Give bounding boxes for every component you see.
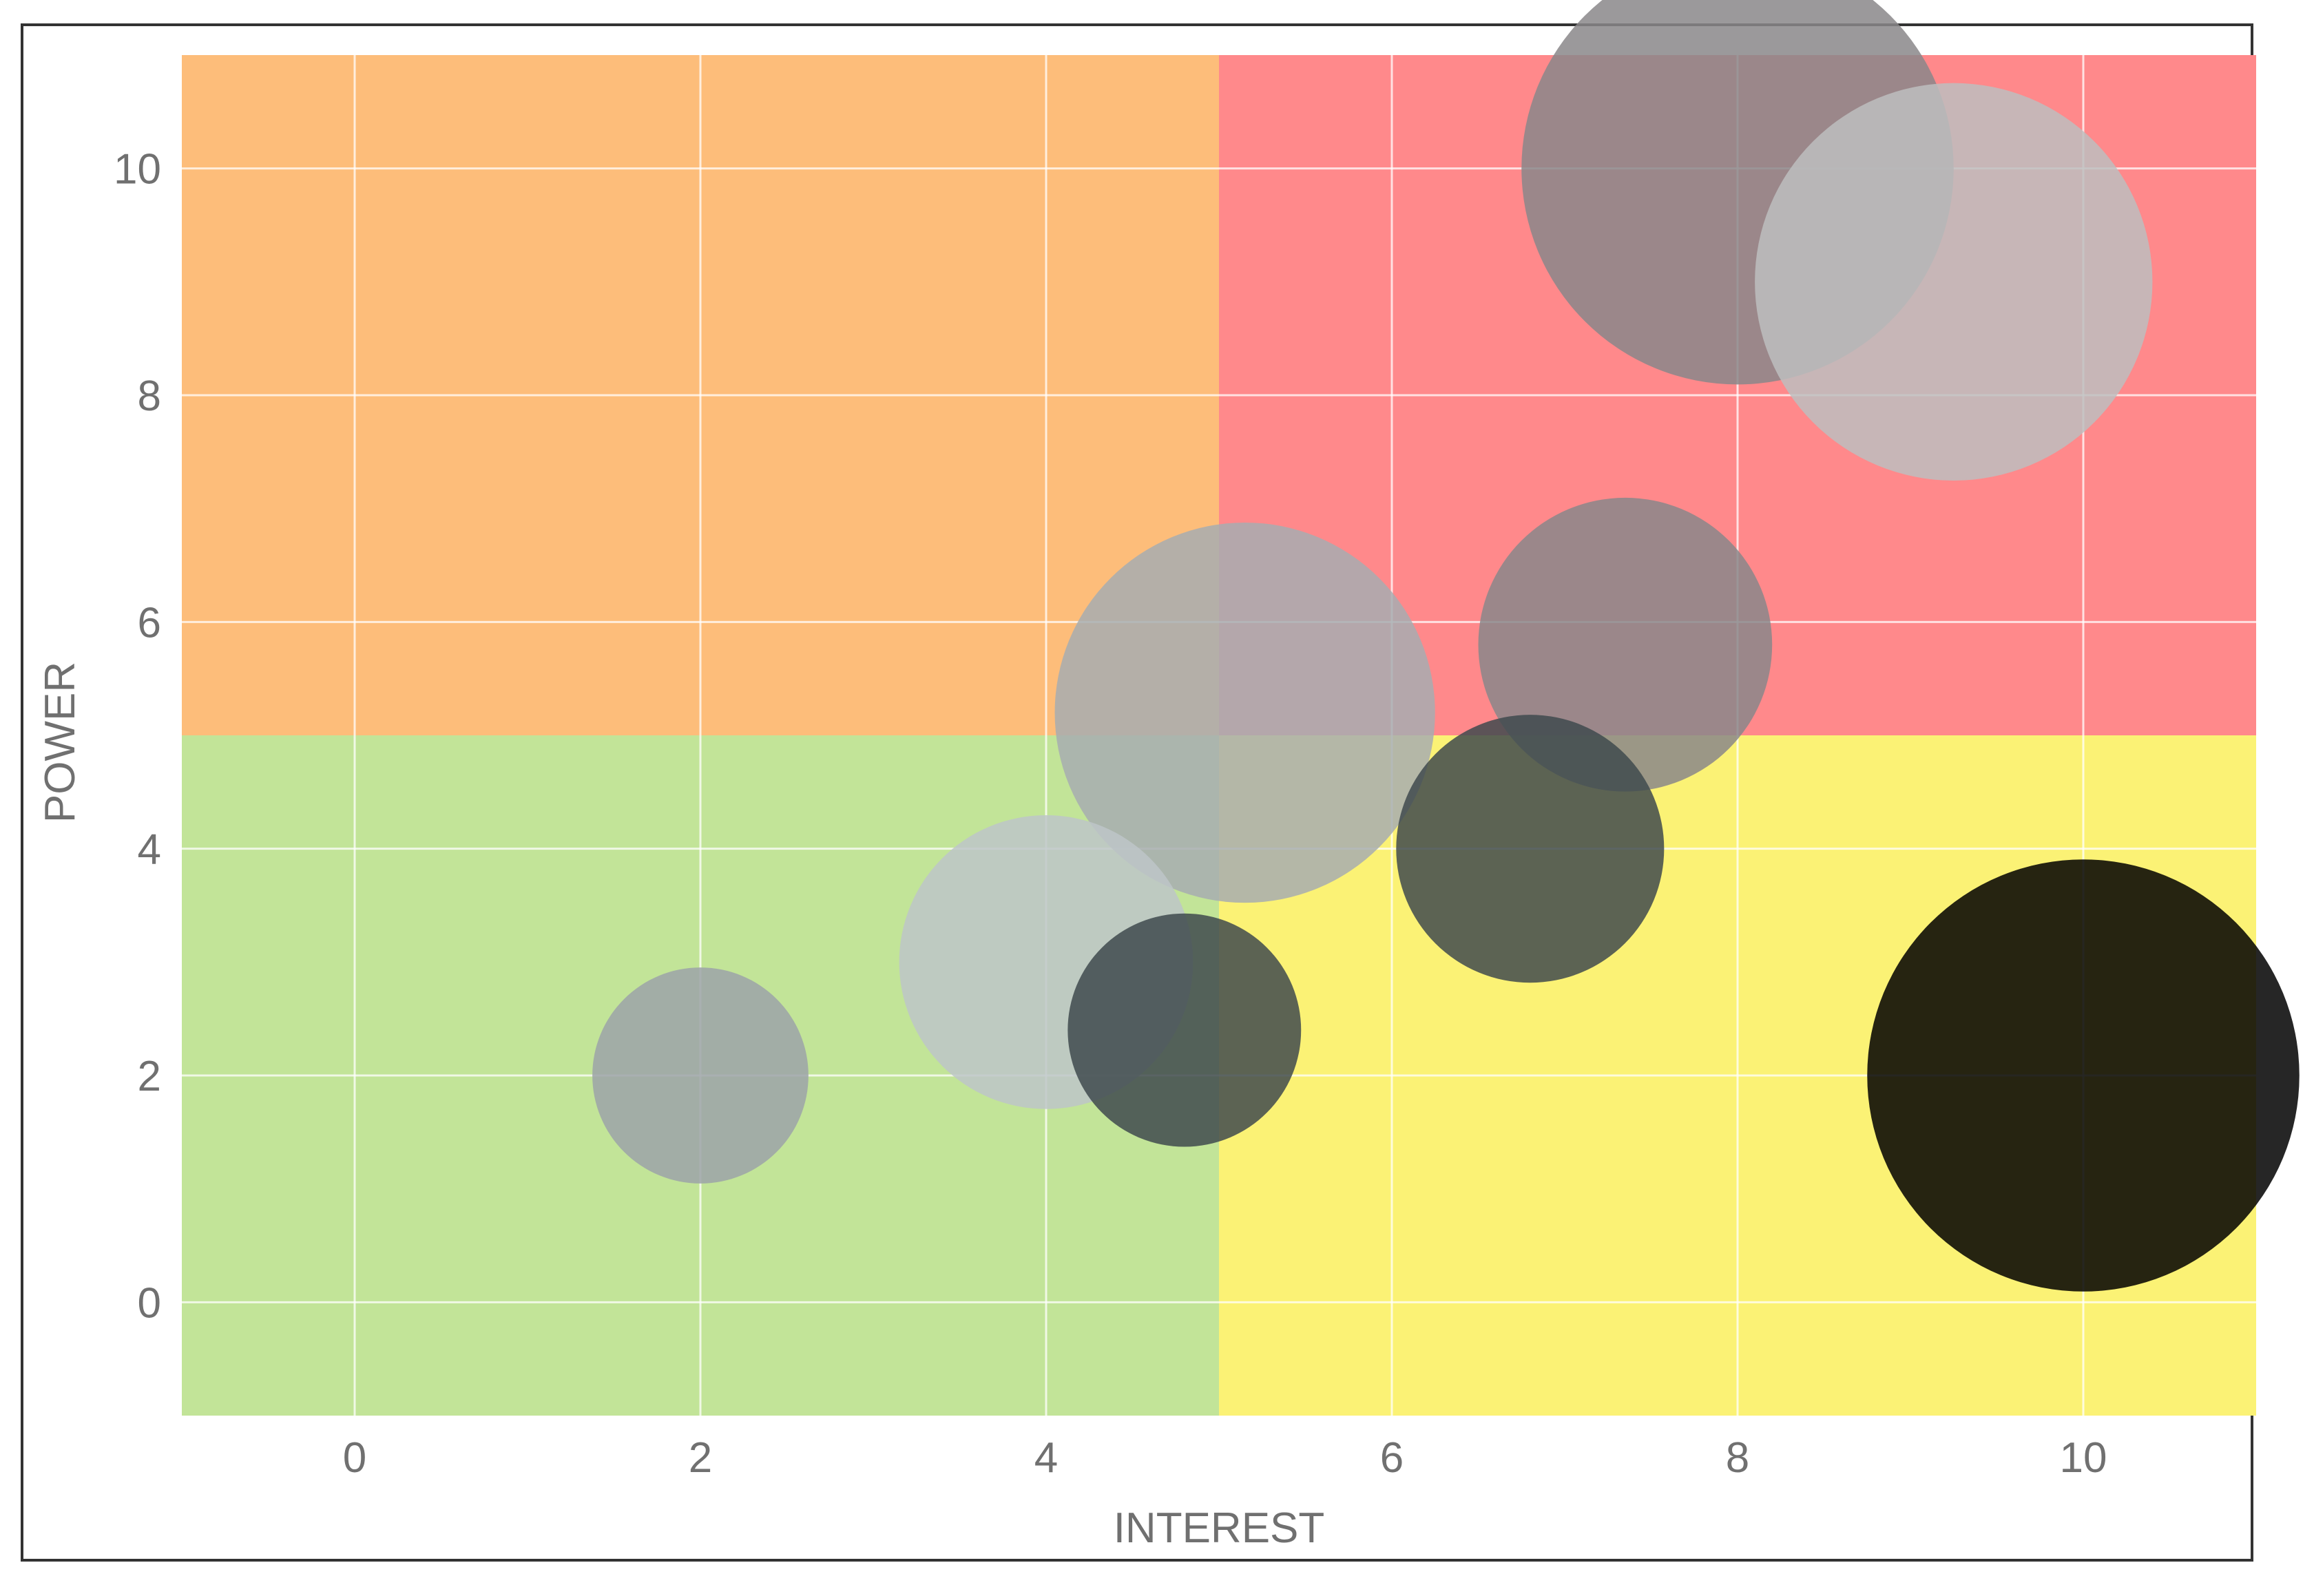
y-axis-ticks: 0 2 4 6 8 10 xyxy=(114,146,161,1327)
bubble xyxy=(592,967,809,1184)
bubble xyxy=(1396,715,1665,983)
x-axis-title: INTEREST xyxy=(1114,1504,1325,1552)
bubble xyxy=(1067,913,1302,1147)
y-tick-label: 0 xyxy=(138,1279,161,1327)
x-tick-label: 0 xyxy=(343,1434,366,1482)
x-tick-label: 2 xyxy=(689,1434,712,1482)
x-tick-label: 6 xyxy=(1380,1434,1404,1482)
x-tick-label: 4 xyxy=(1034,1434,1058,1482)
y-tick-label: 4 xyxy=(138,826,161,874)
y-tick-label: 8 xyxy=(138,372,161,420)
bubble xyxy=(1054,522,1435,903)
x-tick-label: 8 xyxy=(1726,1434,1749,1482)
y-axis-title: POWER xyxy=(37,662,84,823)
bubbles xyxy=(592,0,2300,1292)
x-axis-ticks: 0 2 4 6 8 10 xyxy=(343,1434,2107,1482)
y-tick-label: 6 xyxy=(138,599,161,647)
y-tick-label: 2 xyxy=(138,1053,161,1100)
bubble xyxy=(1867,859,2300,1292)
bubble xyxy=(1755,83,2153,481)
x-tick-label: 10 xyxy=(2060,1434,2107,1482)
y-tick-label: 10 xyxy=(114,146,161,193)
grid-lines xyxy=(182,55,2256,1416)
